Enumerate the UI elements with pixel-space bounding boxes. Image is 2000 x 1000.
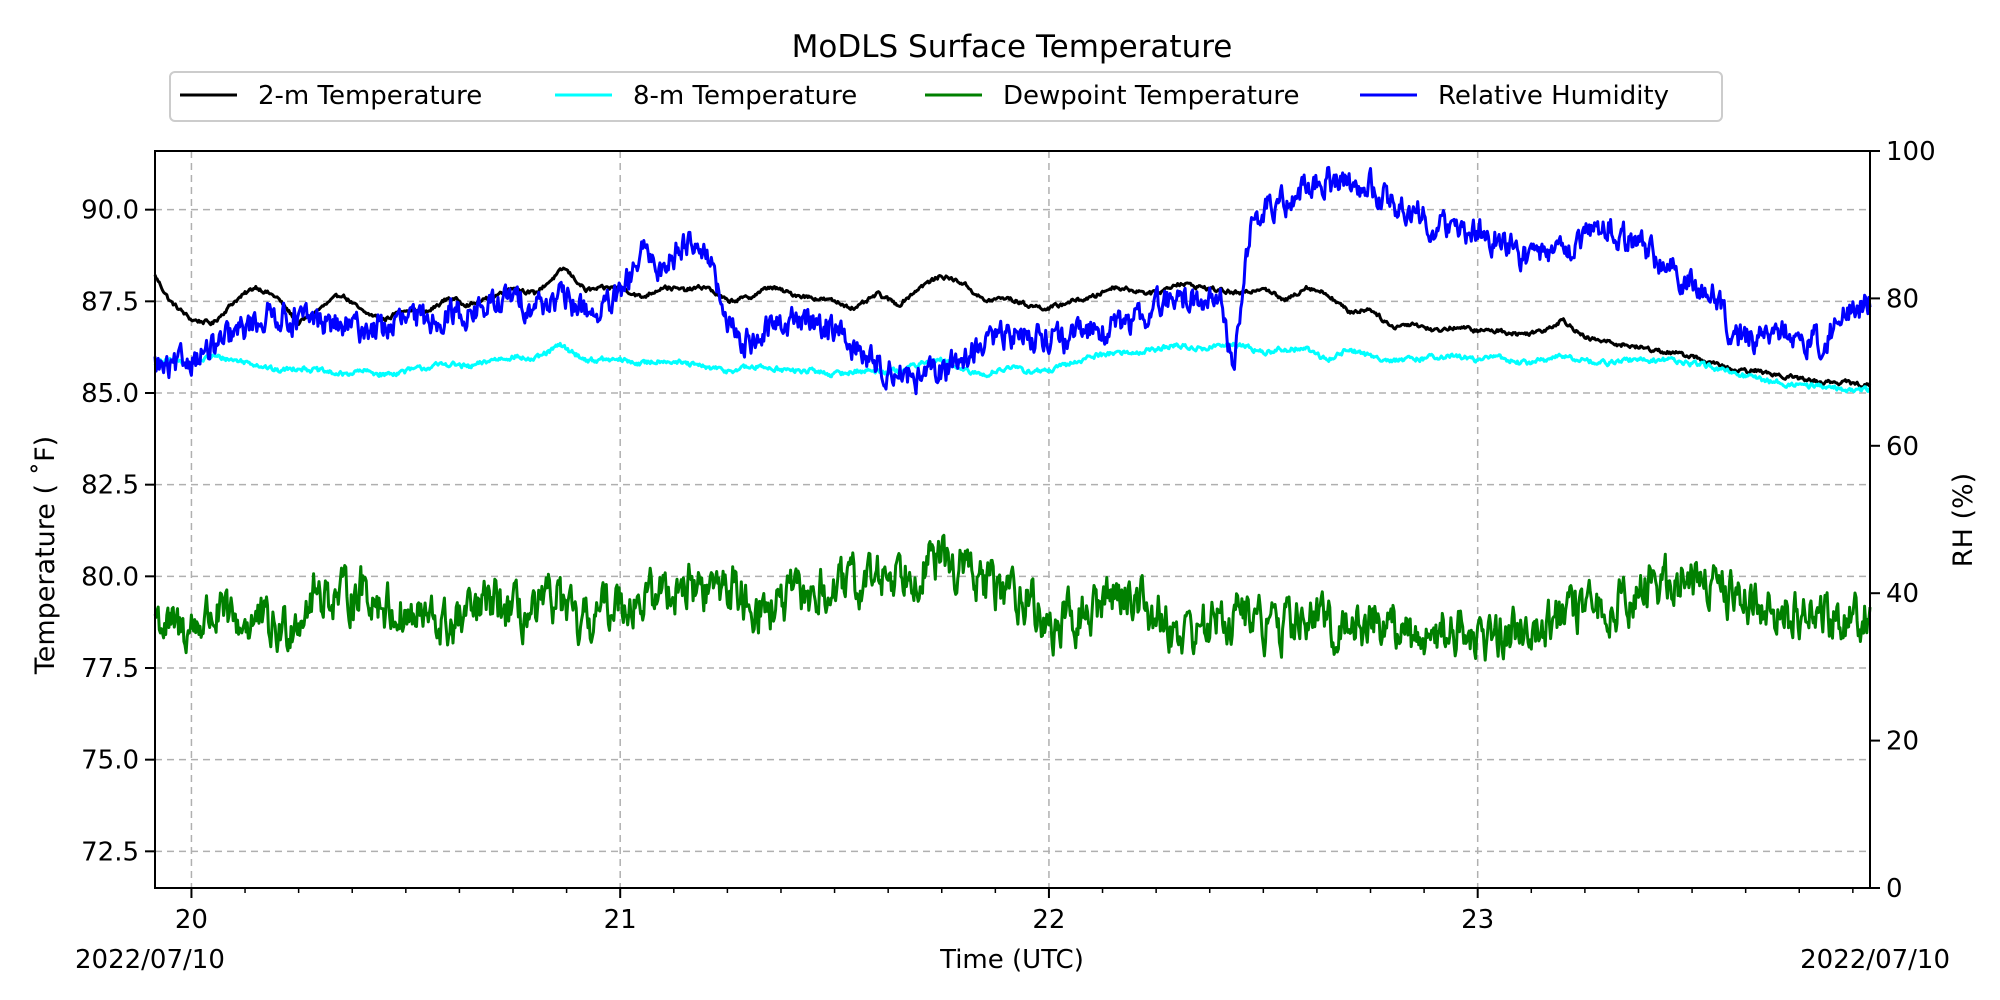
series-line-dewpoint-temperature bbox=[153, 533, 1872, 662]
x-tick-label: 22 bbox=[1032, 905, 1065, 935]
y-tick-label: 77.5 bbox=[81, 654, 139, 684]
legend-label: Relative Humidity bbox=[1438, 81, 1669, 111]
y2-tick-label: 0 bbox=[1886, 874, 1903, 904]
series-line-relative-humidity bbox=[153, 165, 1872, 396]
y-tick-label: 85.0 bbox=[81, 379, 139, 409]
y-tick-label: 87.5 bbox=[81, 287, 139, 317]
y-tick-label: 90.0 bbox=[81, 196, 139, 226]
y2-tick-label: 80 bbox=[1886, 284, 1919, 314]
y2-tick-label: 100 bbox=[1886, 137, 1936, 167]
end-date-label: 2022/07/10 bbox=[1800, 945, 1950, 975]
series-line-2-m-temperature bbox=[153, 266, 1872, 389]
gridlines bbox=[155, 151, 1870, 888]
y-axis-left: 72.5 75.0 77.5 80.0 82.5 85.0 87.5 90.0 bbox=[81, 196, 155, 867]
x-axis: 20 21 22 23 bbox=[175, 888, 1854, 935]
y-tick-label: 82.5 bbox=[81, 471, 139, 501]
y-tick-label: 72.5 bbox=[81, 837, 139, 867]
x-tick-label: 20 bbox=[175, 905, 208, 935]
x-axis-label: Time (UTC) bbox=[939, 945, 1084, 975]
y-axis-label: Temperature ( ˚F) bbox=[30, 436, 61, 675]
legend: 2-m Temperature 8-m Temperature Dewpoint T… bbox=[169, 71, 1723, 122]
y2-tick-label: 60 bbox=[1886, 432, 1919, 462]
y-tick-label: 80.0 bbox=[81, 562, 139, 592]
y2-axis-label: RH (%) bbox=[1948, 473, 1979, 567]
y2-tick-label: 20 bbox=[1886, 727, 1919, 757]
y-axis-right: 0 20 40 60 80 100 bbox=[1870, 137, 1936, 904]
chart-title: MoDLS Surface Temperature bbox=[792, 29, 1233, 65]
y-tick-label: 75.0 bbox=[81, 746, 139, 776]
legend-label: 8-m Temperature bbox=[633, 81, 857, 111]
legend-label: 2-m Temperature bbox=[258, 81, 482, 111]
series-line-8-m-temperature bbox=[153, 341, 1872, 394]
plot-frame bbox=[154, 150, 1871, 889]
x-tick-label: 21 bbox=[604, 905, 637, 935]
series-layer bbox=[153, 165, 1872, 662]
legend-label: Dewpoint Temperature bbox=[1003, 81, 1300, 111]
y2-tick-label: 40 bbox=[1886, 579, 1919, 609]
x-tick-label: 23 bbox=[1461, 905, 1494, 935]
start-date-label: 2022/07/10 bbox=[75, 945, 225, 975]
